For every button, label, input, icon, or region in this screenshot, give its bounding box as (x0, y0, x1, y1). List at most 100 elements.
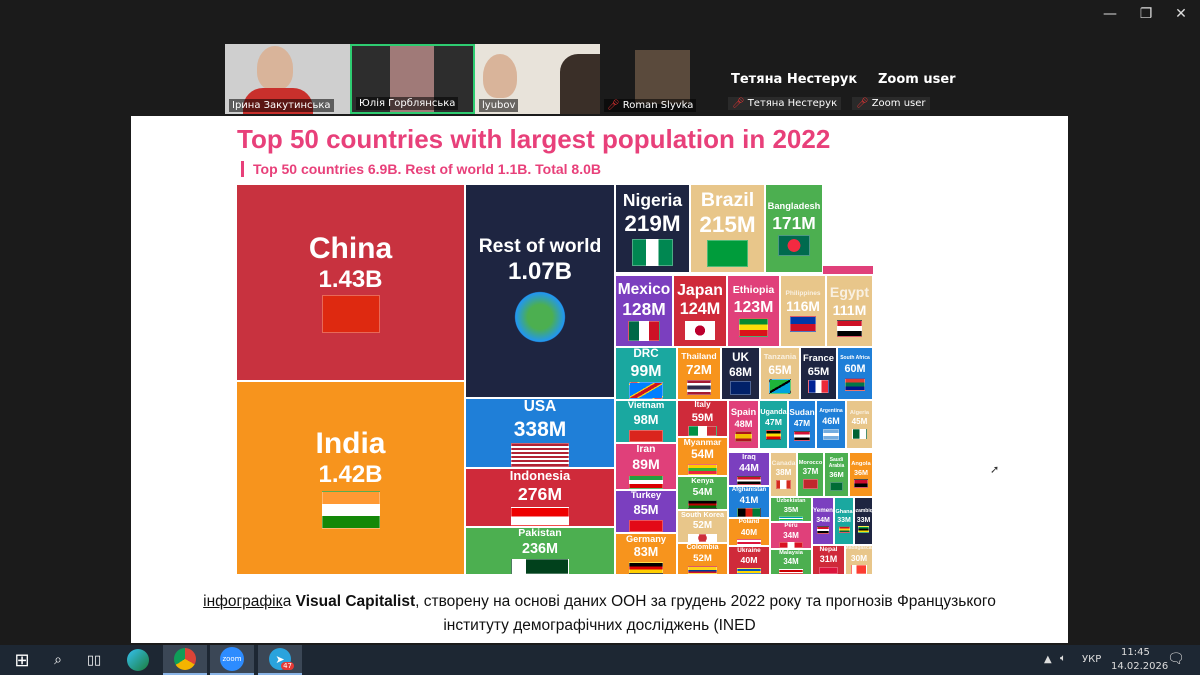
search-button[interactable]: ⌕ (36, 645, 80, 675)
cell-label: Saudi Arabia (828, 457, 845, 469)
flag-icon (776, 479, 791, 490)
cell-value: 111M (832, 301, 867, 318)
flag-icon (845, 377, 865, 391)
cell-label: Iran (636, 444, 656, 455)
cell-label: Iraq (742, 452, 756, 461)
participant-video[interactable]: 🎤︎ Roman Slyvka (600, 44, 725, 114)
cell-value: 123M (733, 298, 774, 316)
flag-icon (511, 559, 569, 574)
treemap-cell-uganda: Uganda 47M (759, 400, 788, 449)
cell-value: 36M (829, 470, 844, 480)
cell-value: 33M (856, 516, 871, 524)
cell-value: 128M (622, 298, 666, 319)
flag-icon (852, 429, 867, 439)
caption-text: , створену на основі даних ООН за груден… (415, 593, 996, 610)
participant-name[interactable]: 🎤︎ Тетяна Нестерук (728, 97, 842, 110)
edge-button[interactable] (116, 645, 160, 675)
window-minimize-button[interactable]: — (1103, 6, 1117, 22)
treemap-cell-spain: Spain 48M (728, 400, 759, 449)
clock-date[interactable]: 14.02.2026 (1111, 661, 1169, 672)
cell-label: Morocco (798, 460, 823, 467)
flag-icon (779, 542, 803, 548)
cell-value: 45M (851, 417, 868, 427)
cell-label: Afghanistan (731, 487, 767, 493)
cell-label: Argentina (819, 408, 843, 415)
treemap-cell-indonesia: Indonesia 276M (465, 468, 615, 527)
cell-value: 219M (624, 211, 681, 237)
treemap-cell-malaysia: Malaysia 34M (770, 549, 812, 575)
treemap-cell-angola: Angola 36M (849, 452, 873, 497)
task-view-button[interactable]: ▯▯ (72, 645, 116, 675)
cell-label: Madagascar (845, 545, 873, 551)
telegram-badge: 47 (281, 662, 294, 670)
caption-link[interactable]: інфографік (203, 593, 283, 610)
flag-icon (686, 379, 712, 396)
participant-name: lyubov (479, 99, 519, 112)
flag-icon (737, 567, 761, 574)
cell-value: 38M (775, 467, 792, 477)
window-restore-button[interactable]: ❐ (1139, 6, 1153, 22)
cell-value: 41M (739, 494, 759, 506)
clock-time[interactable]: 11:45 (1121, 647, 1150, 658)
flag-icon (738, 318, 769, 338)
participant-name-large: Zoom user (878, 72, 956, 87)
cell-value: 30M (850, 552, 868, 563)
participant-video-feed (560, 54, 600, 114)
cell-label: India (315, 427, 386, 461)
cell-value: 40M (740, 555, 758, 565)
cell-value: 65M (768, 363, 792, 378)
cell-label: Brazil (700, 188, 755, 211)
cell-value: 33M (837, 516, 851, 524)
cell-label: Egypt (829, 284, 870, 301)
treemap-cell-madagascar: Madagascar 30M (845, 545, 873, 575)
treemap-cell-brazil: Brazil 215M (690, 184, 765, 273)
cell-label: South Africa (840, 355, 870, 362)
flag-icon (734, 431, 753, 443)
start-button[interactable]: ⊞ (0, 645, 44, 675)
flag-icon (511, 506, 569, 526)
zoom-button[interactable]: zoom (210, 645, 254, 675)
show-hidden-icons[interactable]: ▲ (1044, 654, 1052, 665)
treemap-cell-philippines: Philippines 116M (780, 275, 826, 347)
flag-icon (829, 481, 844, 491)
cell-label: Poland (738, 518, 760, 525)
cell-value: 124M (679, 300, 721, 319)
flag-icon (794, 430, 810, 441)
cell-label: Indonesia (509, 468, 571, 483)
treemap-cell-bangladesh: Bangladesh 171M (765, 184, 823, 273)
task-view-icon: ▯▯ (86, 652, 102, 668)
cell-label: USA (523, 398, 557, 415)
treemap-cell-rest-of-world: Rest of world 1.07B (465, 184, 615, 398)
window-close-button[interactable]: ✕ (1175, 6, 1187, 22)
cell-value: 34M (816, 516, 830, 524)
flag-icon (631, 239, 674, 266)
muted-mic-icon: 🎤︎ (732, 98, 745, 109)
cell-value: 52M (692, 519, 713, 531)
participant-name[interactable]: 🎤︎ Zoom user (852, 97, 930, 110)
treemap-cell-italy: Italy 59M (677, 400, 728, 437)
treemap-cell-algeria: Algeria 45M (846, 400, 873, 449)
infographic-subtitle: Top 50 countries 6.9B. Rest of world 1.1… (241, 161, 601, 177)
flag-icon (816, 526, 830, 535)
slide-caption: інфографіка Visual Capitalist, створену … (131, 590, 1068, 638)
pink-strip (823, 266, 873, 274)
treemap-cell-iran: Iran 89M (615, 443, 677, 490)
cell-label: Philippines (785, 289, 821, 297)
language-indicator[interactable]: УКР (1082, 654, 1102, 665)
flag-icon (838, 526, 850, 534)
flag-icon (628, 429, 664, 442)
notifications-icon[interactable]: 🗨︎ (1167, 651, 1185, 667)
participant-video[interactable]: Юлія Горблянська (350, 44, 475, 114)
participant-video[interactable]: Ірина Закутинська (225, 44, 350, 114)
telegram-button[interactable]: ➤ 47 (258, 645, 302, 675)
cell-label: Japan (677, 281, 723, 299)
participant-video[interactable]: lyubov (475, 44, 600, 114)
flag-icon (511, 443, 569, 467)
treemap-cell-nepal: Nepal 31M (812, 545, 845, 575)
cell-label: Yemen (813, 506, 833, 514)
volume-icon[interactable]: 🔈︎ (1060, 653, 1066, 664)
flag-icon (688, 533, 717, 542)
chrome-button[interactable] (163, 645, 207, 675)
flag-icon (511, 287, 569, 346)
cell-value: 37M (802, 467, 819, 477)
